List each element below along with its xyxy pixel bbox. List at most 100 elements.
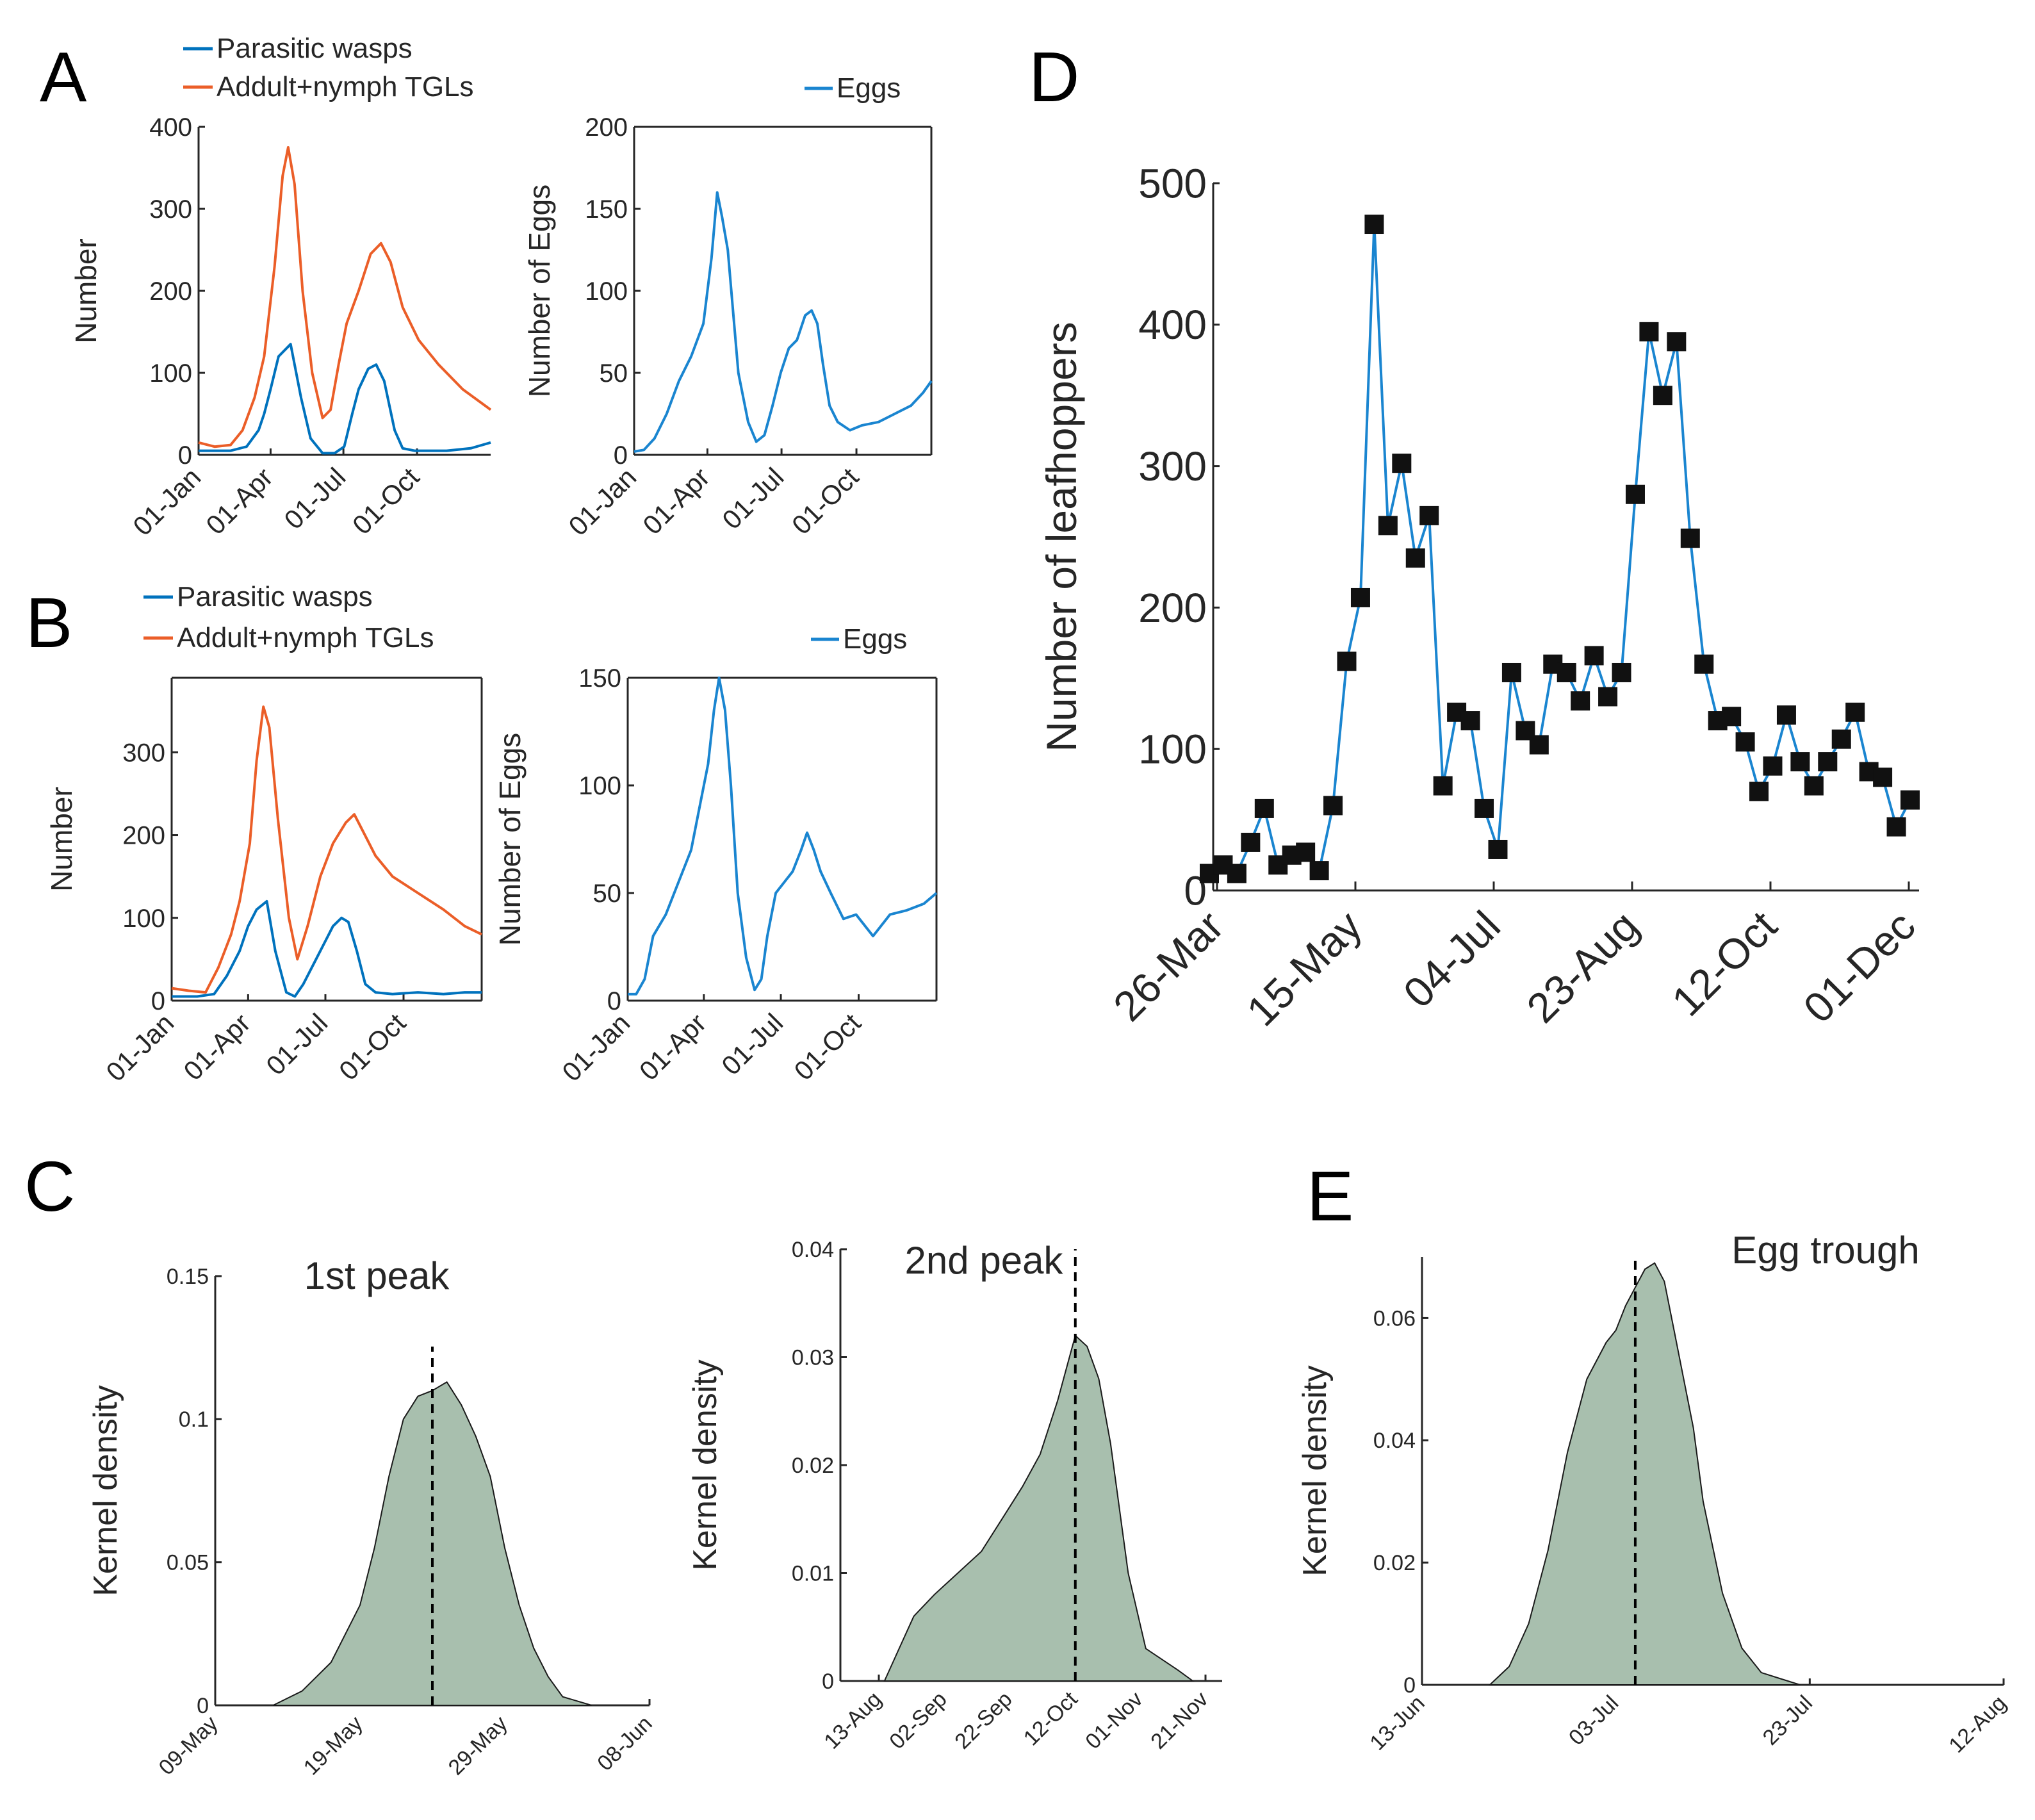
C-left-ytick-label: 0.15 <box>167 1265 209 1289</box>
C-right-xtick-label: 22-Sep <box>950 1687 1017 1753</box>
B-right-xtick-label: 01-Apr <box>633 1008 712 1086</box>
B-left-ytick-label: 300 <box>122 739 165 767</box>
panel-label-a: A <box>40 38 87 117</box>
d-data-point <box>1749 782 1769 801</box>
E-ytick-label: 0.02 <box>1373 1551 1416 1575</box>
B-right-ytick-label: 50 <box>593 880 622 908</box>
B-left-xtick-label: 01-Jan <box>100 1008 179 1087</box>
d-data-point <box>1571 691 1590 711</box>
c-right-density-area <box>883 1334 1195 1682</box>
d-data-point <box>1529 735 1549 755</box>
d-data-point <box>1557 662 1576 682</box>
d-data-point <box>1680 529 1700 548</box>
d-data-point <box>1309 861 1329 881</box>
d-data-point <box>1873 767 1893 787</box>
C-right-xtick-label: 13-Aug <box>819 1687 886 1753</box>
A-right-ytick-label: 200 <box>585 113 628 142</box>
A-right-ytick-label: 0 <box>614 441 628 470</box>
A-left-ytick-label: 100 <box>149 359 192 388</box>
E-ylabel: Kernel density <box>1296 1365 1334 1577</box>
D-ytick-label: 400 <box>1138 302 1207 348</box>
d-data-point <box>1392 454 1412 473</box>
B-right-xtick-label: 01-Jul <box>715 1008 789 1081</box>
d-xtick-label: 15-May <box>1238 902 1371 1035</box>
C-right-xtick-label: 21-Nov <box>1146 1687 1213 1753</box>
legend-a: Parasitic wasps Addult+nymph TGLs Eggs <box>183 33 901 104</box>
C-left-xtick-label: 29-May <box>444 1711 512 1780</box>
d-data-point <box>1818 752 1838 772</box>
E-xtick-label: 03-Jul <box>1564 1691 1623 1750</box>
c-left-title: 1st peak <box>304 1254 450 1297</box>
B-right-ytick-label: 0 <box>607 987 621 1015</box>
A-left-series-addult-nymph-tgls <box>198 146 492 448</box>
B-left-xtick-label: 01-Jul <box>260 1008 333 1081</box>
C-right-ytick-label: 0 <box>822 1669 834 1694</box>
E-xtick-label: 23-Jul <box>1758 1691 1817 1750</box>
C-right-ytick-label: 0.01 <box>792 1561 834 1586</box>
A-right-xtick-label: 01-Oct <box>786 462 865 541</box>
d-data-point <box>1804 776 1824 796</box>
B-left-xtick-label: 01-Apr <box>177 1008 256 1086</box>
C-left-xtick-label: 19-May <box>299 1711 368 1780</box>
d-data-point <box>1598 687 1618 707</box>
B-right-xtick-label: 01-Jan <box>556 1008 635 1087</box>
d-data-point <box>1419 505 1439 525</box>
D-ylabel: Number of leafhoppers <box>1038 322 1085 751</box>
d-data-point <box>1488 839 1508 859</box>
d-xtick-label: 26-Mar <box>1104 902 1232 1030</box>
d-data-point <box>1241 832 1261 852</box>
d-data-point <box>1735 732 1755 752</box>
E-ytick-label: 0 <box>1403 1673 1416 1698</box>
C-left-ytick-label: 0 <box>197 1694 209 1718</box>
A-left-ytick-label: 200 <box>149 277 192 306</box>
A-left-series-parasitic-wasps <box>199 343 491 455</box>
d-data-point <box>1227 864 1246 883</box>
d-data-point <box>1653 386 1672 406</box>
d-data-point <box>1460 711 1480 731</box>
A-left-ytick-label: 400 <box>149 113 192 142</box>
C-right-xtick-label: 01-Nov <box>1081 1687 1147 1753</box>
A-right-ytick-label: 50 <box>600 359 628 388</box>
C-right-ytick-label: 0.02 <box>792 1454 834 1478</box>
d-data-point <box>1475 798 1494 818</box>
d-data-point <box>1350 587 1370 607</box>
d-data-point <box>1433 776 1453 796</box>
d-data-point <box>1254 798 1274 818</box>
d-data-point <box>1900 790 1920 810</box>
C-right-xtick-label: 02-Sep <box>885 1687 951 1753</box>
chart-c-right: 0 0.01 0.02 0.03 0.04 Kernel density 13-Aug02-… <box>687 1238 1222 1754</box>
panel-label-b: B <box>26 584 72 662</box>
B-right-ytick-label: 150 <box>578 664 621 693</box>
A-right-xtick-label: 01-Apr <box>637 462 715 540</box>
legend-a-tgl-label: Addult+nymph TGLs <box>217 71 474 102</box>
B-left-xtick-label: 01-Oct <box>333 1008 412 1086</box>
d-data-point <box>1694 654 1714 674</box>
B-left-ytick-label: 0 <box>151 987 165 1015</box>
d-data-point <box>1639 322 1659 341</box>
d-data-point <box>1405 548 1425 568</box>
d-xtick-label: 01-Dec <box>1794 902 1924 1032</box>
e-density-area <box>1488 1262 1801 1685</box>
C-left-ylabel: Kernel density <box>87 1385 124 1596</box>
d-xtick-label: 12-Oct <box>1663 902 1786 1025</box>
A-right-ylabel: Number of Eggs <box>523 184 556 397</box>
A-left-xtick-label: 01-Jan <box>127 462 206 541</box>
d-data-point <box>1364 215 1384 234</box>
d-data-point <box>1831 729 1851 749</box>
d-data-point <box>1776 705 1796 725</box>
d-data-point <box>1845 702 1865 722</box>
c-right-title: 2nd peak <box>905 1239 1064 1282</box>
E-ytick-label: 0.06 <box>1373 1306 1416 1331</box>
A-right-ytick-label: 100 <box>585 277 628 306</box>
B-left-ytick-label: 100 <box>122 905 165 933</box>
A-left-xtick-label: 01-Jul <box>278 462 351 535</box>
C-left-xtick-label: 08-Jun <box>593 1711 657 1775</box>
B-right-ylabel: Number of Eggs <box>493 733 527 946</box>
legend-b-eggs-label: Eggs <box>843 623 907 655</box>
legend-b-tgl-label: Addult+nymph TGLs <box>177 622 434 653</box>
d-data-point <box>1612 662 1631 682</box>
E-ytick-label: 0.04 <box>1373 1429 1416 1453</box>
